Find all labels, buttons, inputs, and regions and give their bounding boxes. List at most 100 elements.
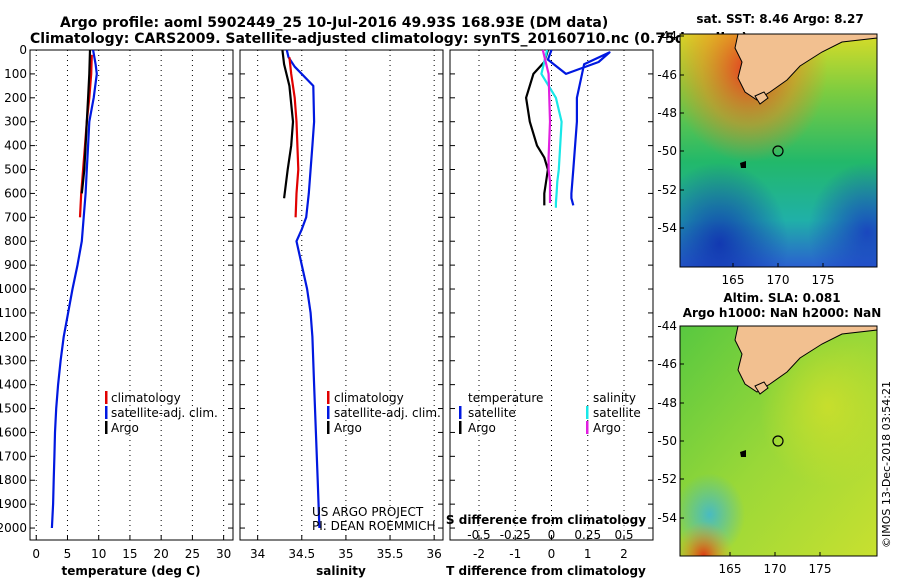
series-argo [80,49,92,194]
tick-label-y: 1400 [0,378,27,392]
temperature-legend: climatology satellite-adj. clim. Argo [105,391,218,435]
argo-float-marker [772,145,784,157]
tick-label-x: -1 [509,547,521,561]
tick-label-x: 34.5 [288,547,315,561]
salinity-panel-frame [239,49,444,541]
tick-label-x2: 0 [548,528,556,542]
bottom-map-title1: Altim. SLA: 0.081 [723,291,840,305]
map-tick-label-lat: -44 [657,319,677,333]
island-small [740,161,746,168]
legend-swatch-climatology [327,391,330,404]
tick-label-y: 1100 [0,306,27,320]
tick-label-y: 200 [4,91,27,105]
tick-label-y: 1200 [0,330,27,344]
tick-label-y: 400 [4,139,27,153]
map-tick-label-lat: -44 [657,29,677,43]
tick-label-y: 500 [4,163,27,177]
tick-label-x: 30 [216,547,231,561]
tick-label-y: 1500 [0,402,27,416]
difference-x2label: S difference from climatology [446,513,646,527]
map-tick-label-lat: -50 [657,144,677,158]
land-mass [734,33,878,101]
legend-swatch-climatology [105,391,108,404]
legend-swatch-argo [105,421,108,434]
land-mass [734,325,878,393]
map-tick-label-lat: -52 [657,183,677,197]
legend-label-climatology: climatology [111,391,181,405]
map-tick-label-lat: -46 [657,68,677,82]
series-temperature-satellite [546,49,611,206]
tick-label-y: 300 [4,115,27,129]
tick-label-x: 25 [185,547,200,561]
tick-label-x: 36 [427,547,442,561]
legend-swatch-satellite [105,406,108,419]
legend-label-satellite: satellite-adj. clim. [111,406,218,420]
map-tick-label-lat: -50 [657,434,677,448]
island [754,381,769,395]
tick-label-x2: -0.25 [500,528,531,542]
series-salinity-argo [541,49,552,203]
tick-label-x: 20 [154,547,169,561]
temperature-xlabel: temperature (deg C) [62,564,201,578]
tick-label-x: 0 [548,547,556,561]
map-tick-label-lon: 175 [812,273,835,287]
tick-label-y: 100 [4,67,27,81]
tick-label-y: 1700 [0,449,27,463]
legend-label-climatology: climatology [334,391,404,405]
legend-label-temp-satellite: satellite [468,406,516,420]
temperature-panel-frame [29,49,234,541]
tick-label-x2: -0.5 [467,528,490,542]
map-tick-labels: -44 -46 -48 -50 -52 -54 165 170 175 -44 -46 -48 -50 -… [657,29,834,576]
tick-label-x: 1 [584,547,592,561]
title-line1: Argo profile: aoml 5902449_25 10-Jul-201… [60,15,608,31]
tick-label-y: 1300 [0,354,27,368]
bottom-map-title2: Argo h1000: NaN h2000: NaN [683,306,882,320]
tick-label-y: 900 [4,258,27,272]
map-tick-label-lat: -54 [657,511,677,525]
tick-label-y: 1000 [0,282,27,296]
legend-header-salinity: salinity [593,391,636,405]
legend-label-argo: Argo [334,421,362,435]
tick-label-x: 34 [250,547,265,561]
tick-label-y: 800 [4,234,27,248]
map-tick-label-lon: 170 [767,273,790,287]
legend-header-temperature: temperature [468,391,543,405]
tick-label-x: 10 [91,547,106,561]
legend-swatch-satellite [327,406,330,419]
legend-swatch-argo [327,421,330,434]
sla-map [679,325,878,557]
legend-swatch-sal-satellite [586,406,589,419]
tick-label-y: 700 [4,210,27,224]
tick-label-x2: 0.5 [614,528,633,542]
salinity-legend: climatology satellite-adj. clim. Argo [327,391,441,435]
difference-legend: temperature satellite Argo salinity sate… [459,391,641,435]
credit-line1: US ARGO PROJECT [312,505,424,519]
tick-label-y: 0 [19,43,27,57]
tick-label-y: 2000 [0,521,27,535]
legend-swatch-sal-argo [586,421,589,434]
legend-label-sal-satellite: satellite [593,406,641,420]
profile-plots: 0 5 10 15 20 25 300100200300400500600700800900… [0,43,653,561]
map-tick-label-lat: -54 [657,221,677,235]
legend-label-sal-argo: Argo [593,421,621,435]
tick-label-x2: 0.25 [574,528,601,542]
map-tick-label-lat: -48 [657,396,677,410]
island-small [740,450,746,457]
legend-swatch-temp-argo [459,421,462,434]
series-climatology [288,57,300,218]
salinity-xlabel: salinity [316,564,366,578]
series-satellite-adj-clim- [285,49,321,529]
imos-watermark: ©IMOS 13-Dec-2018 03:54:21 [880,381,893,548]
sst-map [679,33,878,268]
map-tick-label-lat: -52 [657,472,677,486]
map-tick-label-lon: 165 [722,273,745,287]
series-salinity-satellite [540,49,563,208]
map-tick-label-lon: 170 [764,562,787,576]
series-argo [281,49,295,199]
tick-label-y: 1900 [0,497,27,511]
tick-label-x: -2 [473,547,485,561]
tick-label-x: 35 [338,547,353,561]
island [754,91,769,105]
tick-label-y: 600 [4,186,27,200]
